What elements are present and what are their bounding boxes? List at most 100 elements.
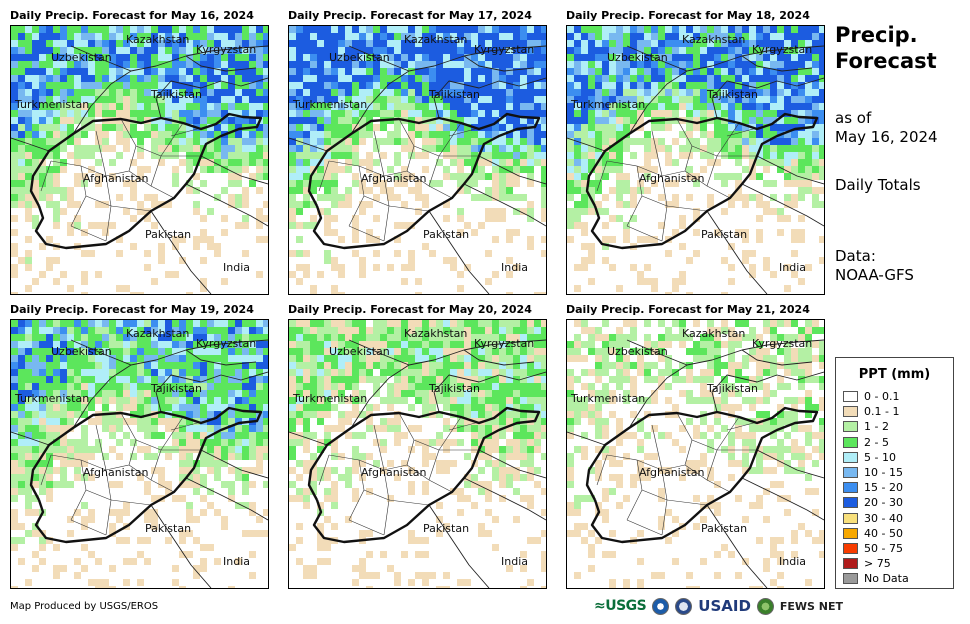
country-label-uzbekistan: Uzbekistan <box>51 345 112 358</box>
country-border <box>741 477 824 521</box>
country-border <box>155 77 268 119</box>
province-boundary <box>328 160 408 177</box>
country-label-tajikistan: Tajikistan <box>428 382 480 395</box>
country-label-uzbekistan: Uzbekistan <box>329 51 390 64</box>
province-boundary <box>70 519 107 536</box>
country-label-kazakhstan: Kazakhstan <box>126 327 189 340</box>
country-border <box>567 431 606 446</box>
forecast-map: Kazakhstan Uzbekistan Kyrgyzstan Tajikistan… <box>10 319 269 589</box>
country-border <box>463 55 535 72</box>
country-border <box>185 183 268 227</box>
country-border <box>185 55 257 72</box>
panel-title-6: Daily Precip. Forecast for May 21, 2024 <box>566 303 810 316</box>
legend-swatch <box>843 573 858 585</box>
country-label-afghanistan: Afghanistan <box>83 172 149 185</box>
forecast-map: Kazakhstan Uzbekistan Kyrgyzstan Tajikistan… <box>288 25 547 295</box>
legend-swatch <box>843 527 858 539</box>
province-boundary <box>135 439 162 451</box>
country-label-pakistan: Pakistan <box>145 228 191 241</box>
country-border <box>463 349 535 366</box>
country-border <box>756 155 824 185</box>
country-label-pakistan: Pakistan <box>423 228 469 241</box>
province-boundary <box>363 489 390 501</box>
country-border <box>70 45 132 72</box>
side-title-line2: Forecast <box>835 49 937 73</box>
country-label-kyrgyzstan: Kyrgyzstan <box>196 43 256 56</box>
panel-title-3: Daily Precip. Forecast for May 18, 2024 <box>566 9 810 22</box>
country-label-afghanistan: Afghanistan <box>83 466 149 479</box>
country-border <box>200 449 268 479</box>
country-border <box>463 183 546 227</box>
country-border <box>200 155 268 185</box>
credit-text: Map Produced by USGS/EROS <box>10 601 159 612</box>
country-label-afghanistan: Afghanistan <box>361 172 427 185</box>
panel-title-1: Daily Precip. Forecast for May 16, 2024 <box>10 9 254 22</box>
country-label-afghanistan: Afghanistan <box>361 466 427 479</box>
legend-swatch <box>843 497 858 509</box>
country-border <box>11 137 50 152</box>
afghanistan-outline <box>29 406 263 544</box>
country-label-india: India <box>501 261 528 274</box>
afghanistan-outline <box>29 112 263 250</box>
province-boundary <box>691 145 718 157</box>
country-label-tajikistan: Tajikistan <box>428 88 480 101</box>
country-border <box>348 45 410 72</box>
map-svg: Kazakhstan Uzbekistan Kyrgyzstan Tajikistan… <box>11 320 268 588</box>
legend-item: 0 - 0.1 <box>843 390 899 403</box>
country-label-turkmenistan: Turkmenistan <box>570 392 645 405</box>
province-boundary <box>110 499 152 506</box>
province-boundary <box>348 225 385 242</box>
country-label-turkmenistan: Turkmenistan <box>14 98 89 111</box>
usaid-logo: USAID <box>698 597 751 615</box>
country-label-kyrgyzstan: Kyrgyzstan <box>196 337 256 350</box>
legend-item: 0.1 - 1 <box>843 405 899 418</box>
afghanistan-outline <box>585 112 819 250</box>
country-label-kyrgyzstan: Kyrgyzstan <box>752 337 812 350</box>
country-label-tajikistan: Tajikistan <box>150 88 202 101</box>
country-border <box>72 45 268 135</box>
usgs-logo: ≈USGS <box>594 598 647 614</box>
province-boundary <box>666 205 708 212</box>
data-source-line2: NOAA-GFS <box>835 266 914 284</box>
country-label-pakistan: Pakistan <box>423 522 469 535</box>
country-border <box>350 339 546 429</box>
precip-field <box>289 320 546 588</box>
province-boundary <box>50 454 130 471</box>
legend-label: 10 - 15 <box>864 466 903 479</box>
as-of-line2: May 16, 2024 <box>835 128 938 146</box>
panel-title-2: Daily Precip. Forecast for May 17, 2024 <box>288 9 532 22</box>
country-border <box>289 137 328 152</box>
country-label-turkmenistan: Turkmenistan <box>570 98 645 111</box>
legend-label: > 75 <box>864 557 891 571</box>
country-border <box>185 477 268 521</box>
legend-title: PPT (mm) <box>858 367 931 382</box>
legend-swatch <box>843 436 858 448</box>
country-label-tajikistan: Tajikistan <box>706 88 758 101</box>
country-label-kazakhstan: Kazakhstan <box>404 33 467 46</box>
country-label-uzbekistan: Uzbekistan <box>607 51 668 64</box>
country-label-kyrgyzstan: Kyrgyzstan <box>752 43 812 56</box>
afghanistan-outline <box>307 406 541 544</box>
country-border <box>756 449 824 479</box>
province-boundary <box>50 160 130 177</box>
country-label-kyrgyzstan: Kyrgyzstan <box>474 337 534 350</box>
side-title-line1: Precip. <box>835 23 918 47</box>
country-border <box>478 155 546 185</box>
legend-item: 15 - 20 <box>843 481 903 494</box>
province-boundary <box>626 519 663 536</box>
country-label-tajikistan: Tajikistan <box>150 382 202 395</box>
province-boundary <box>606 160 686 177</box>
province-boundary <box>596 160 608 192</box>
daily-totals: Daily Totals <box>835 176 921 194</box>
province-boundary <box>95 130 107 177</box>
legend-label: 1 - 2 <box>864 420 889 434</box>
province-boundary <box>388 499 430 506</box>
legend-item: 2 - 5 <box>843 436 889 449</box>
country-label-india: India <box>501 555 528 568</box>
afghanistan-outline <box>585 406 819 544</box>
country-label-kazakhstan: Kazakhstan <box>682 33 745 46</box>
legend-swatch <box>843 512 858 524</box>
province-boundary <box>348 519 385 536</box>
map-svg: Kazakhstan Uzbekistan Kyrgyzstan Tajikistan… <box>289 320 546 588</box>
legend-item: 5 - 10 <box>843 451 896 464</box>
